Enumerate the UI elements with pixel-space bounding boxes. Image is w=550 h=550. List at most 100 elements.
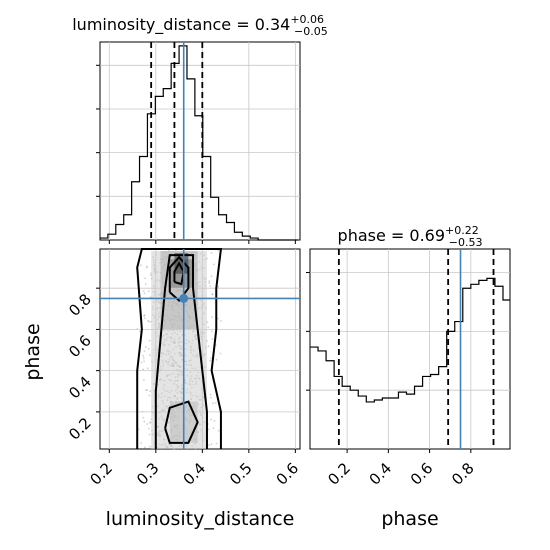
- scatter-point: [146, 367, 149, 370]
- scatter-point: [143, 292, 146, 295]
- scatter-point: [209, 357, 212, 359]
- scatter-point: [142, 416, 145, 419]
- scatter-point: [142, 357, 145, 360]
- scatter-point: [210, 396, 212, 399]
- scatter-truth-marker: [179, 293, 189, 303]
- tick-label-x-ld: 0.6: [273, 459, 303, 489]
- ylabel-phase: phase: [22, 323, 44, 380]
- scatter-point: [149, 421, 151, 424]
- scatter-point: [212, 427, 215, 430]
- scatter-point: [217, 285, 220, 288]
- scatter-point: [211, 330, 213, 333]
- scatter-point: [143, 420, 146, 423]
- scatter-point: [139, 264, 142, 267]
- scatter-point: [217, 429, 220, 432]
- scatter-point: [143, 314, 146, 317]
- scatter-point: [213, 419, 216, 422]
- scatter-point: [146, 389, 149, 392]
- hist-phase-step: [310, 277, 510, 403]
- tick-label-x-ld: 0.4: [180, 459, 210, 489]
- scatter-point: [207, 428, 210, 431]
- plot-layer: 0.2 0.3 0.4 0.5 0.6 0.2 0.4 0.6 0.8 0.2 0.4 0.6 0.8: [65, 42, 510, 489]
- title-phase: phase = 0.69+0.22 −0.53: [338, 224, 483, 249]
- scatter-point: [146, 265, 148, 268]
- scatter-point: [142, 354, 144, 357]
- title-ld-minus: −0.05: [294, 25, 328, 38]
- contour-line: [154, 254, 208, 449]
- scatter-point: [149, 354, 151, 356]
- scatter-point: [148, 320, 150, 323]
- scatter-point: [220, 320, 222, 322]
- contour-line: [168, 255, 190, 303]
- scatter-point: [211, 293, 214, 295]
- scatter-point: [142, 368, 145, 371]
- title-ld-value: 0.34: [255, 15, 291, 34]
- scatter-point: [212, 402, 214, 405]
- scatter-point: [208, 282, 211, 284]
- scatter-point: [145, 389, 147, 391]
- contour-line: [164, 400, 199, 444]
- tick-label-y-phase: 0.2: [65, 414, 95, 444]
- scatter-point: [210, 443, 213, 445]
- scatter-point: [209, 393, 212, 396]
- title-ld-plus: +0.06: [290, 13, 324, 26]
- tick-label-x-phase: 0.4: [366, 459, 396, 489]
- title-phase-name: phase: [338, 226, 386, 245]
- scatter-point: [142, 289, 145, 292]
- contour-line: [136, 248, 223, 449]
- tick-label-x-phase: 0.6: [407, 459, 437, 489]
- scatter-point: [210, 275, 213, 278]
- scatter-point: [212, 263, 215, 266]
- tick-label-x-ld: 0.2: [87, 459, 117, 489]
- tick-label-y-phase: 0.4: [65, 373, 95, 403]
- scatter-point: [148, 339, 151, 342]
- scatter-point: [149, 445, 151, 448]
- scatter-point: [211, 293, 214, 296]
- scatter-point: [143, 317, 146, 320]
- scatter-point: [146, 423, 149, 425]
- scatter-point: [207, 345, 210, 348]
- title-phase-minus: −0.53: [449, 236, 483, 249]
- scatter-point: [149, 421, 152, 424]
- scatter-point: [211, 338, 214, 341]
- tick-label-y-phase: 0.6: [65, 332, 95, 362]
- scatter-point: [140, 361, 143, 364]
- density-cell: [174, 253, 189, 274]
- scatter-point: [148, 433, 151, 436]
- scatter-point: [147, 290, 150, 293]
- scatter-point: [209, 359, 211, 362]
- scatter-point: [219, 352, 222, 355]
- scatter-point: [217, 249, 220, 252]
- tick-label-y-phase: 0.8: [65, 290, 95, 320]
- scatter-point: [149, 390, 152, 393]
- scatter-point: [144, 277, 146, 280]
- scatter-point: [215, 358, 218, 361]
- scatter-point: [140, 442, 143, 444]
- scatter-point: [207, 326, 210, 329]
- hist-luminosity-distance-frame: [99, 41, 301, 241]
- scatter-point: [147, 319, 149, 322]
- scatter-point: [144, 345, 147, 348]
- scatter-point: [137, 428, 140, 431]
- scatter-point: [208, 444, 211, 447]
- scatter-point: [143, 360, 146, 363]
- tick-label-x-phase: 0.8: [448, 459, 478, 489]
- xlabel-phase: phase: [381, 508, 438, 530]
- scatter-point: [143, 350, 146, 353]
- scatter-point: [147, 347, 150, 350]
- scatter-point: [210, 418, 213, 421]
- scatter-point: [143, 314, 146, 317]
- scatter-point: [217, 317, 219, 320]
- tick-label-x-phase: 0.2: [324, 459, 354, 489]
- title-luminosity-distance: luminosity_distance = 0.34+0.06 −0.05: [72, 13, 328, 38]
- hist-phase-frame: [309, 248, 511, 450]
- scatter-point: [148, 394, 151, 397]
- scatter-point: [145, 266, 148, 269]
- scatter-point: [214, 401, 217, 404]
- scatter-point: [210, 252, 213, 254]
- scatter-point: [208, 280, 211, 283]
- scatter-point: [215, 442, 218, 445]
- scatter-point: [211, 316, 214, 319]
- hist-ld-step: [100, 45, 298, 241]
